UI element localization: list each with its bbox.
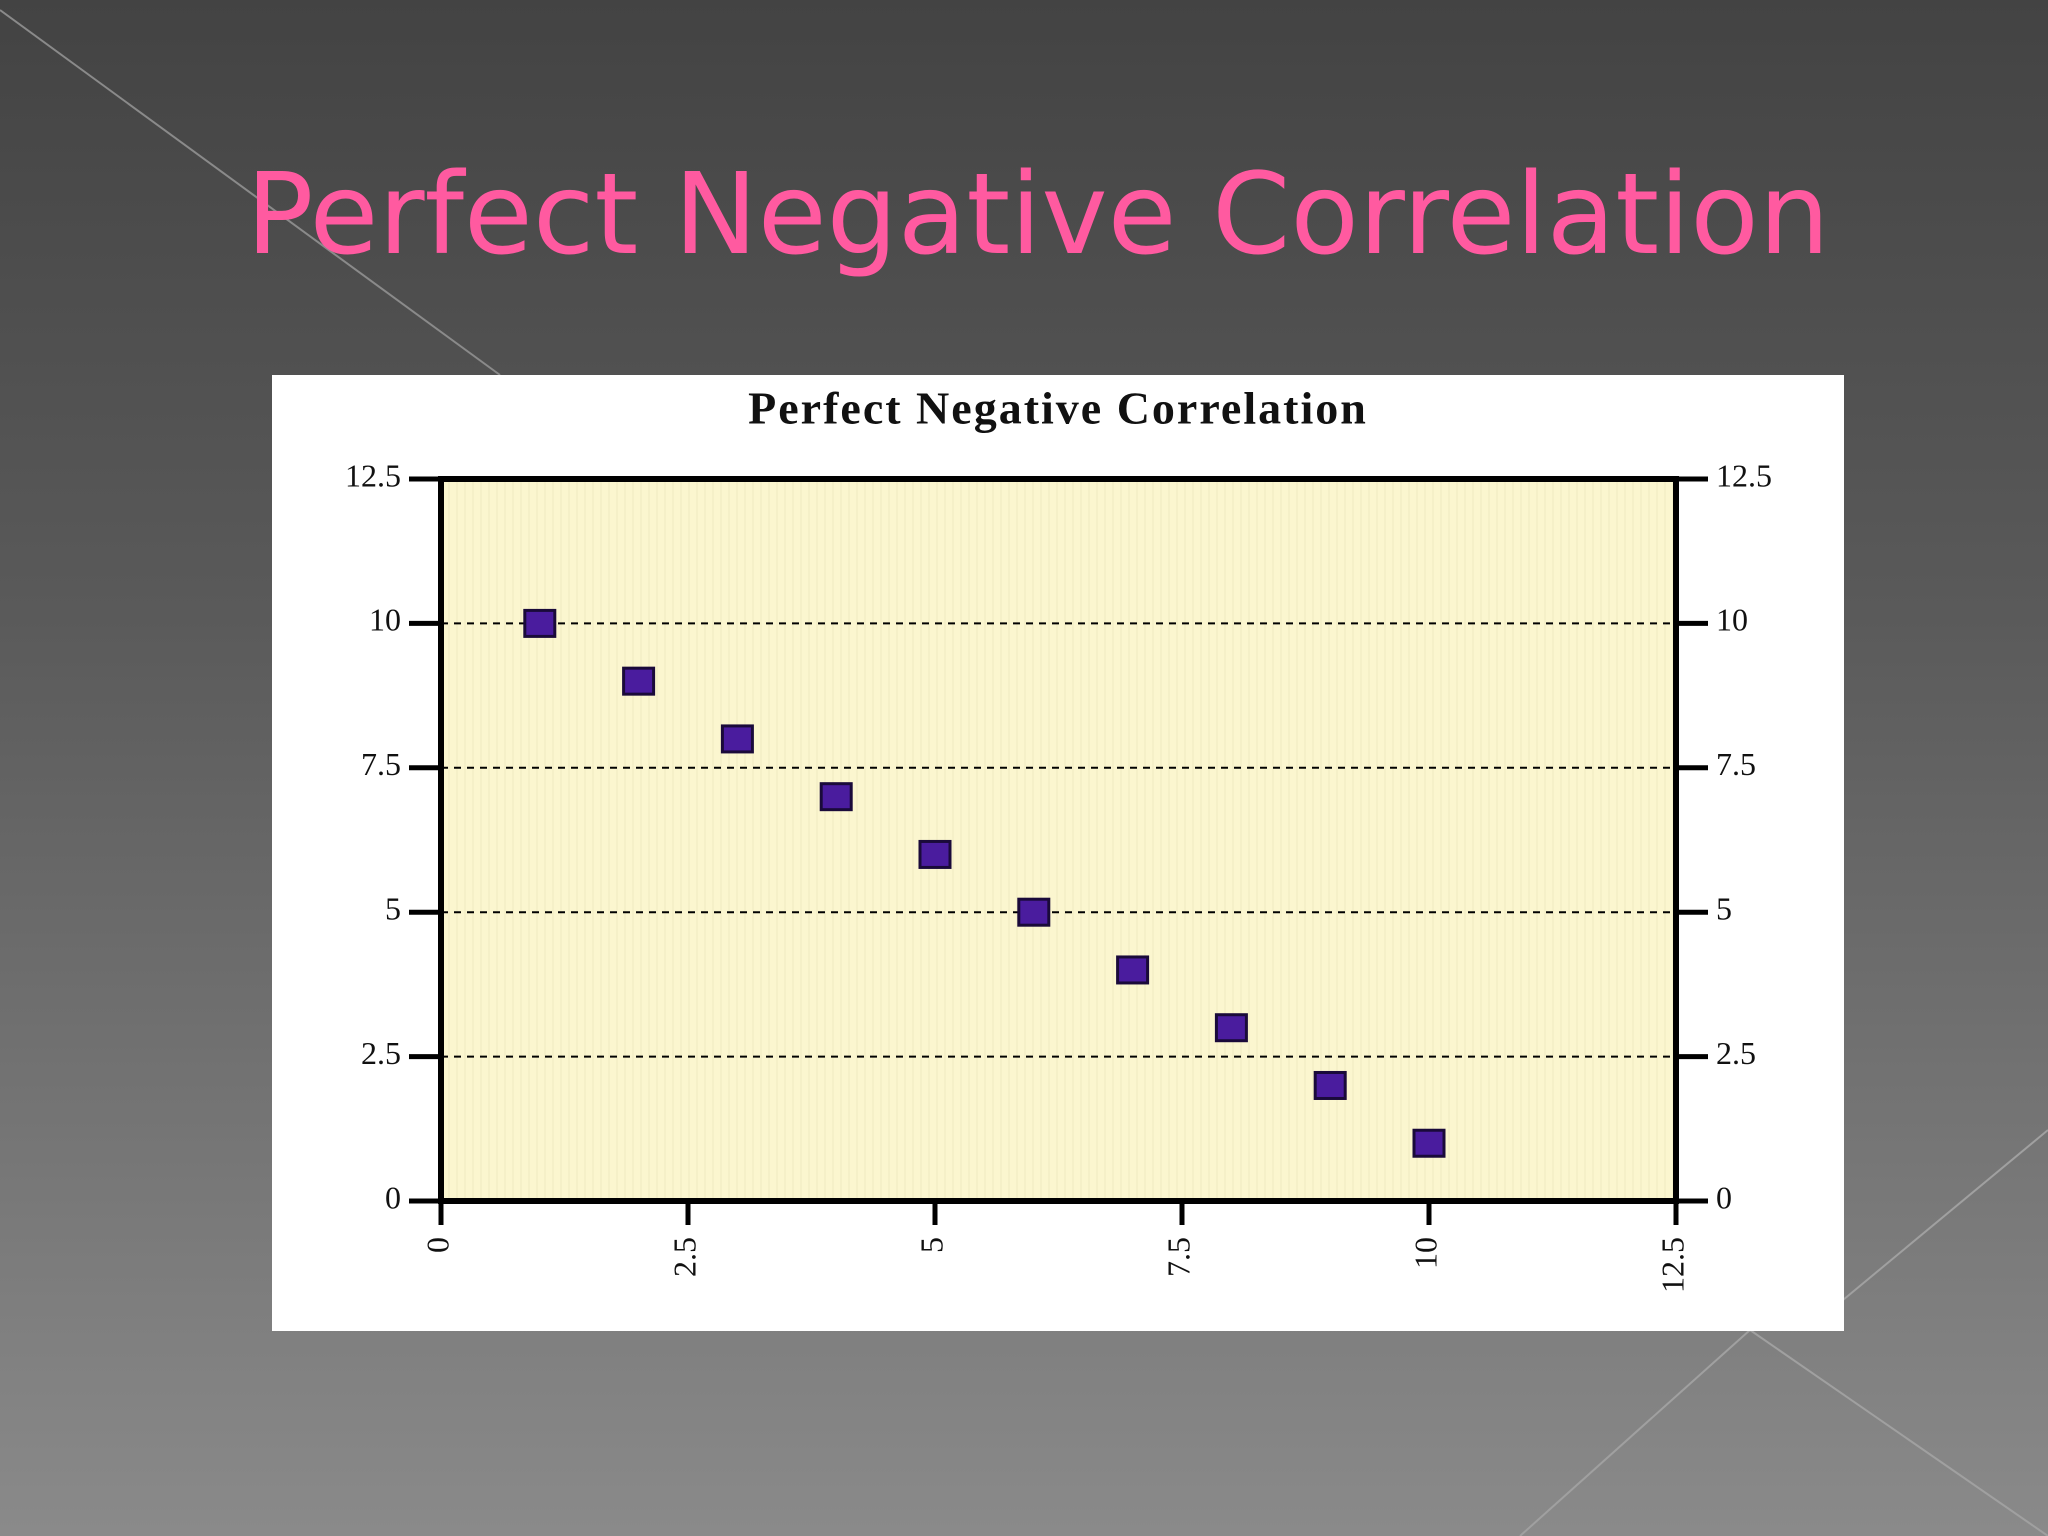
marker <box>1214 1013 1248 1043</box>
decor-line <box>1519 1329 1751 1536</box>
marker <box>1017 897 1051 927</box>
y2-tick-label: 2.5 <box>1716 1035 1756 1071</box>
chart: Perfect Negative Correlation 0 2.5 5 7.5 10 1… <box>272 375 1844 1331</box>
y-tick-label: 10 <box>369 602 401 638</box>
decor-line <box>1842 1129 2048 1301</box>
x-tick-label: 7.5 <box>1160 1237 1196 1277</box>
y2-tick-label: 5 <box>1716 891 1732 927</box>
marker <box>622 666 656 696</box>
y-tick-label: 7.5 <box>361 746 401 782</box>
marker <box>1116 955 1150 985</box>
x-tick-label: 2.5 <box>666 1237 702 1277</box>
x-tick-label: 5 <box>913 1237 949 1253</box>
x-tick-label: 0 <box>419 1237 455 1253</box>
chart-title: Perfect Negative Correlation <box>748 383 1368 434</box>
y-tick-label: 2.5 <box>361 1035 401 1071</box>
x-tick-label: 12.5 <box>1654 1237 1690 1293</box>
marker <box>523 608 557 638</box>
y2-tick-label: 12.5 <box>1716 457 1772 493</box>
y2-tick-label: 7.5 <box>1716 746 1756 782</box>
y2-tick-label: 0 <box>1716 1179 1732 1215</box>
y2-tick-label: 10 <box>1716 602 1748 638</box>
marker <box>819 782 853 812</box>
y-tick-label: 0 <box>385 1179 401 1215</box>
x-tick-label: 10 <box>1407 1237 1443 1269</box>
decor-line <box>0 9 501 376</box>
decor-line <box>1749 1329 2048 1536</box>
marker <box>918 839 952 869</box>
plot-area <box>441 479 1676 1201</box>
plot-frame <box>438 476 1679 1204</box>
marker <box>1313 1070 1347 1100</box>
y-tick-label: 12.5 <box>345 457 401 493</box>
slide-title: Perfect Negative Correlation <box>246 150 1830 280</box>
marker <box>1412 1128 1446 1158</box>
marker <box>720 724 754 754</box>
y-tick-label: 5 <box>385 891 401 927</box>
